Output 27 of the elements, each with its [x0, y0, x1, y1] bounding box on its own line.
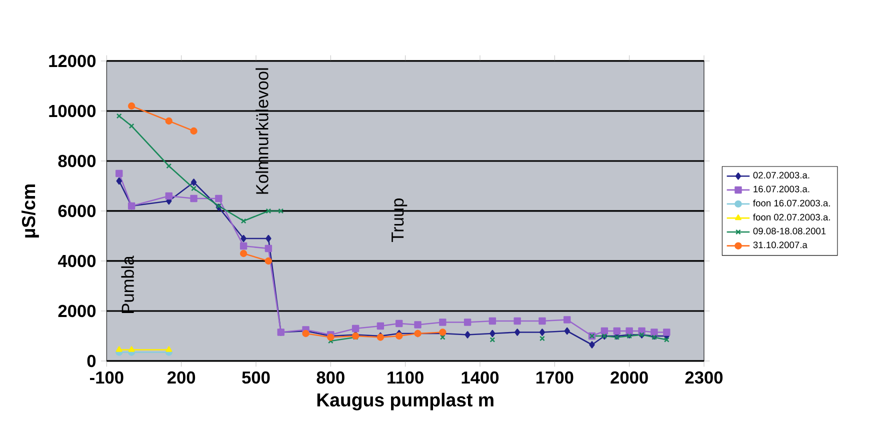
annotation: Pumbla [121, 256, 134, 313]
x-axis-title: Kaugus pumplast m [317, 392, 494, 410]
y-tick-label: 4000 [58, 254, 96, 268]
x-tick-label: 200 [167, 371, 196, 384]
y-tick-label: 12000 [49, 54, 96, 68]
y-axis-title: µS/cm [22, 184, 39, 238]
x-tick-label: 1700 [536, 371, 574, 384]
x-tick-label: 2000 [610, 371, 648, 384]
x-tick-label: 500 [242, 371, 270, 384]
x-tick-label: 2300 [685, 371, 723, 384]
legend-label: foon 02.07.2003.a. [753, 214, 830, 220]
annotation: Kolmnurkülevool [256, 68, 268, 194]
annotation: Truup [392, 198, 408, 242]
legend-label: 09.08-18.08.2001 [753, 228, 826, 234]
legend-label: 02.07.2003.a. [753, 172, 810, 178]
x-tick-label: 1100 [388, 371, 424, 384]
y-tick-label: 10000 [49, 104, 96, 118]
x-tick-label: 1400 [462, 371, 499, 384]
x-tick-label: -100 [90, 371, 124, 384]
y-tick-label: 0 [87, 354, 96, 368]
legend-label: 16.07.2003.a. [754, 186, 810, 192]
y-tick-label: 6000 [58, 204, 96, 218]
y-tick-label: 2000 [58, 304, 96, 318]
x-tick-label: 800 [316, 371, 344, 384]
legend-label: foon 16.07.2003.a. [753, 200, 830, 206]
legend-label: 31.10.2007.a [753, 242, 808, 248]
y-tick-label: 8000 [58, 154, 96, 168]
